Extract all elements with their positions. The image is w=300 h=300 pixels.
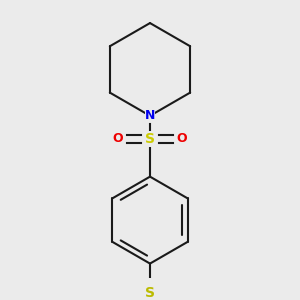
Text: S: S	[145, 286, 155, 300]
Text: O: O	[113, 133, 123, 146]
Text: S: S	[145, 132, 155, 146]
Text: O: O	[177, 133, 187, 146]
Text: N: N	[145, 109, 155, 122]
